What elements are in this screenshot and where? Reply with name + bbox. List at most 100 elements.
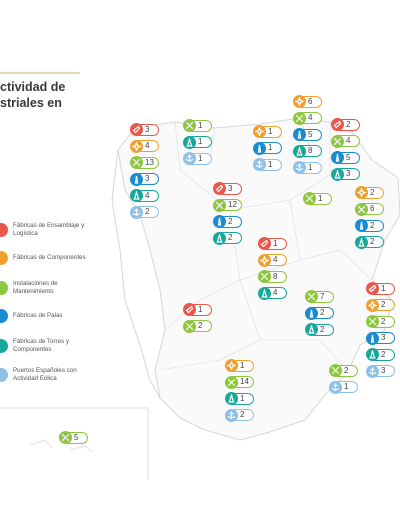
badge-value: 5 [67, 431, 88, 444]
badge-value: 6 [301, 95, 322, 108]
badge: 12 [213, 198, 242, 212]
badge-icon [293, 161, 306, 174]
badge-value: 12 [221, 199, 242, 211]
badge-icon [293, 128, 306, 141]
badge-icon [366, 348, 379, 361]
badge-icon [213, 231, 226, 245]
badge: 5 [331, 151, 360, 164]
badge-value: 2 [363, 236, 384, 248]
badge-value: 14 [233, 376, 254, 388]
badge-icon [213, 215, 226, 228]
badge-icon [355, 235, 368, 249]
legend-label: Fábricas de Torres y Componentes [13, 338, 69, 353]
legend-item: Fábricas de Ensamblaje y Logística [0, 222, 91, 237]
badge: 2 [329, 364, 358, 377]
badge-value: 3 [138, 123, 159, 136]
badge-icon [366, 364, 379, 378]
title-line: ctividad de [0, 80, 66, 94]
badge: 1 [303, 192, 332, 205]
badge-value: 7 [313, 290, 334, 303]
badge-icon [305, 290, 318, 303]
legend-label: Puertos Españoles con Actividad Eólica [13, 367, 77, 382]
badge-icon [130, 123, 143, 136]
badge-icon [305, 306, 318, 320]
badge-icon [355, 202, 368, 216]
badge-icon [130, 172, 143, 186]
badge-value: 8 [266, 270, 287, 283]
badge-icon [258, 237, 271, 250]
badge: 4 [293, 111, 322, 125]
badge-icon [225, 392, 238, 405]
badge: 2 [213, 215, 242, 228]
badge: 1 [253, 141, 282, 155]
badge-icon [258, 253, 271, 267]
badge: 3 [366, 331, 395, 345]
badge-icon [366, 315, 379, 328]
badge: 1 [258, 237, 287, 250]
legend-item: Fábricas de Palas [0, 309, 91, 323]
badge-icon [303, 192, 316, 205]
badge: 2 [366, 315, 395, 328]
badge-value: 5 [339, 151, 360, 164]
badge-icon [253, 158, 266, 171]
badge-icon [293, 111, 306, 125]
legend-icon [0, 251, 8, 265]
badge-value: 2 [221, 232, 242, 244]
badge-value: 2 [191, 320, 212, 332]
badge-icon [225, 375, 238, 389]
badge-icon [329, 380, 342, 394]
badge-value: 1 [266, 237, 287, 250]
badge-value: 1 [374, 282, 395, 295]
badge-value: 1 [191, 119, 212, 132]
badge-value: 1 [233, 359, 254, 372]
badge: 3 [130, 123, 159, 136]
badge-icon [213, 182, 226, 195]
badge: 2 [305, 323, 334, 336]
badge-icon [225, 359, 238, 372]
badge-value: 8 [301, 145, 322, 157]
badge-value: 2 [313, 307, 334, 319]
badge: 4 [130, 189, 159, 202]
badge-icon [183, 135, 196, 149]
badge-value: 2 [374, 299, 395, 311]
badge: 1 [183, 152, 212, 165]
badge: 1 [329, 380, 358, 394]
badge: 1 [366, 282, 395, 295]
badge-value: 3 [339, 168, 360, 180]
badge: 1 [253, 125, 282, 138]
badge-value: 1 [261, 158, 282, 171]
badge: 2 [355, 235, 384, 249]
badge-icon [225, 408, 238, 422]
badge-value: 1 [191, 152, 212, 165]
badge-value: 4 [138, 189, 159, 202]
badge: 3 [366, 364, 395, 378]
badge-icon [258, 270, 271, 283]
legend-icon [0, 280, 8, 295]
legend-item: Fábricas de Componentes [0, 251, 91, 265]
badge-icon [253, 125, 266, 138]
badge: 5 [293, 128, 322, 141]
badge: 4 [258, 286, 287, 300]
badge-value: 5 [301, 128, 322, 141]
legend-item: Fábricas de Torres y Componentes [0, 338, 91, 353]
badge-value: 4 [138, 140, 159, 152]
badge-value: 3 [374, 332, 395, 344]
canarias-frame [0, 407, 149, 480]
badge-value: 2 [233, 409, 254, 421]
badge: 3 [130, 172, 159, 186]
badge-value: 2 [363, 219, 384, 232]
badge-icon [183, 152, 196, 165]
badge-value: 4 [301, 112, 322, 124]
badge: 3 [213, 182, 242, 195]
badge-value: 3 [374, 365, 395, 377]
badge-icon [130, 189, 143, 202]
badge: 8 [258, 270, 287, 283]
badge-value: 1 [301, 161, 322, 174]
badge: 14 [225, 375, 254, 389]
badge: 2 [331, 118, 360, 131]
badge-value: 1 [311, 192, 332, 205]
badge: 2 [366, 348, 395, 361]
badge: 2 [355, 186, 384, 199]
badge-icon [366, 331, 379, 345]
